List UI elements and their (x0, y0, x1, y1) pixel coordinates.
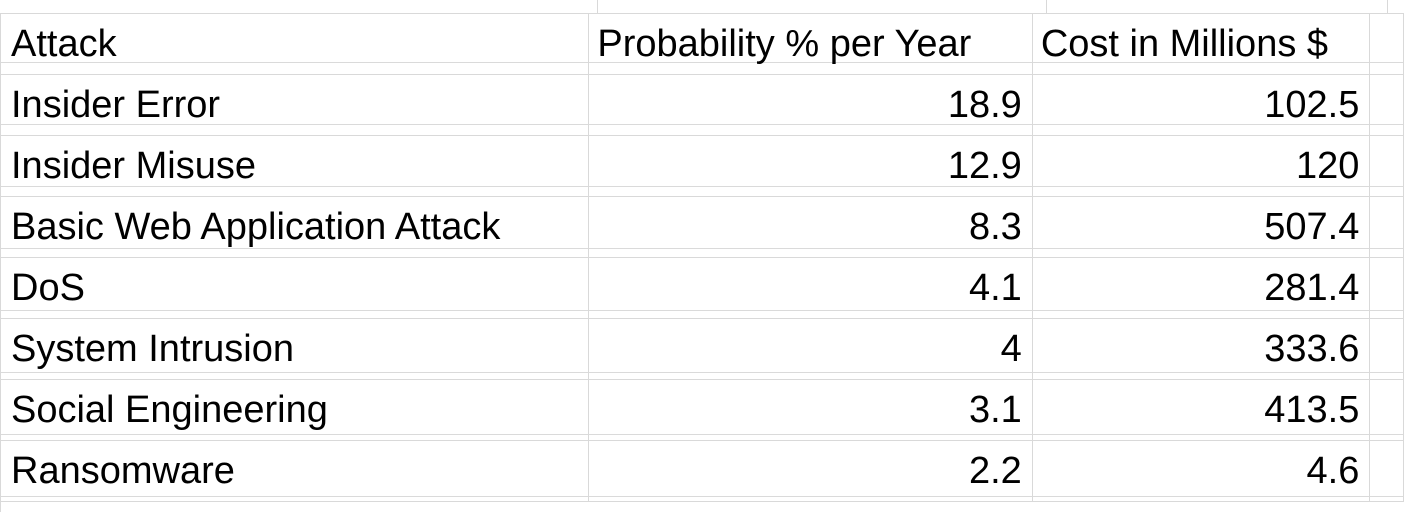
cell-cost[interactable]: 120 (1031, 135, 1371, 197)
cell-cost[interactable]: 413.5 (1031, 379, 1371, 441)
table-row: Basic Web Application Attack 8.3 507.4 (0, 196, 1404, 258)
header-cell-probability[interactable]: Probability % per Year (588, 13, 1033, 75)
empty-cell[interactable] (1369, 13, 1404, 75)
cell-cost[interactable]: 333.6 (1031, 318, 1371, 380)
table-row: System Intrusion 4 333.6 (0, 318, 1404, 380)
cell-probability[interactable]: 8.3 (588, 196, 1033, 258)
cell-attack[interactable]: Insider Error (0, 74, 590, 136)
cell-probability[interactable]: 12.9 (588, 135, 1033, 197)
empty-cell[interactable] (1369, 318, 1404, 380)
cell-attack[interactable]: Basic Web Application Attack (0, 196, 590, 258)
header-cell-attack[interactable]: Attack (0, 13, 590, 75)
empty-cell[interactable] (1369, 379, 1404, 441)
header-row: Attack Probability % per Year Cost in Mi… (0, 13, 1404, 75)
cell-cost[interactable]: 4.6 (1031, 440, 1371, 502)
data-table: Attack Probability % per Year Cost in Mi… (0, 13, 1404, 502)
empty-cell[interactable] (1369, 440, 1404, 502)
cell-attack[interactable]: DoS (0, 257, 590, 319)
cell-cost[interactable]: 507.4 (1031, 196, 1371, 258)
cell-probability[interactable]: 18.9 (588, 74, 1033, 136)
gridline (597, 0, 598, 13)
empty-cell[interactable] (1369, 135, 1404, 197)
table-row: Insider Error 18.9 102.5 (0, 74, 1404, 136)
cell-attack[interactable]: Social Engineering (0, 379, 590, 441)
table-row: Ransomware 2.2 4.6 (0, 440, 1404, 502)
cell-attack[interactable]: Insider Misuse (0, 135, 590, 197)
table-row: Insider Misuse 12.9 120 (0, 135, 1404, 197)
cell-cost[interactable]: 102.5 (1031, 74, 1371, 136)
cell-probability[interactable]: 2.2 (588, 440, 1033, 502)
empty-cell[interactable] (1369, 196, 1404, 258)
empty-cell[interactable] (1369, 74, 1404, 136)
cell-probability[interactable]: 4.1 (588, 257, 1033, 319)
header-cell-cost[interactable]: Cost in Millions $ (1031, 13, 1371, 75)
cell-attack[interactable]: System Intrusion (0, 318, 590, 380)
cell-attack[interactable]: Ransomware (0, 440, 590, 502)
gridline (1387, 0, 1388, 13)
cell-probability[interactable]: 4 (588, 318, 1033, 380)
cell-probability[interactable]: 3.1 (588, 379, 1033, 441)
empty-cell[interactable] (1369, 257, 1404, 319)
table-row: DoS 4.1 281.4 (0, 257, 1404, 319)
gridline (1046, 0, 1047, 13)
table-row: Social Engineering 3.1 413.5 (0, 379, 1404, 441)
cell-cost[interactable]: 281.4 (1031, 257, 1371, 319)
previous-row-strip[interactable] (0, 0, 1404, 14)
